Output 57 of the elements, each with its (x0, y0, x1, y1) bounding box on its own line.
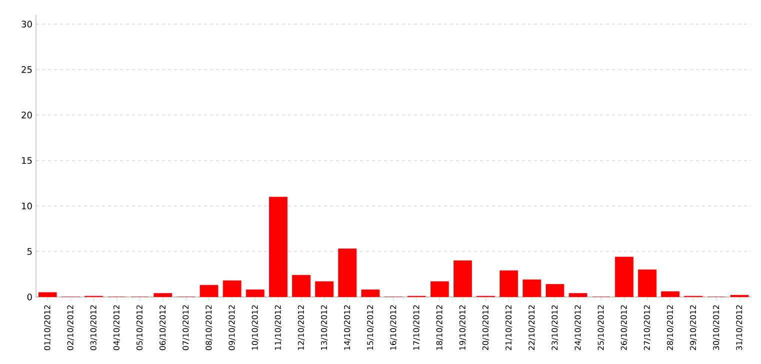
bar (222, 280, 242, 297)
x-tick-label: 04/10/2012 (113, 305, 120, 350)
x-tick-label: 01/10/2012 (44, 305, 51, 350)
x-tick-label: 03/10/2012 (90, 305, 98, 350)
x-tick-label: 22/10/2012 (528, 305, 536, 350)
bar (154, 293, 172, 297)
x-tick-label: 31/10/2012 (736, 305, 743, 350)
x-tick-label: 02/10/2012 (67, 305, 74, 350)
y-tick-label: 10 (22, 202, 32, 210)
x-tick-label: 26/10/2012 (620, 305, 628, 350)
bar (638, 270, 656, 297)
bar (661, 291, 680, 297)
bar (200, 284, 218, 297)
x-tick-label: 12/10/2012 (298, 305, 305, 350)
x-tick-label: 21/10/2012 (505, 305, 512, 350)
y-tick-label: 20 (22, 112, 32, 118)
x-tick-label: 08/10/2012 (206, 305, 212, 350)
x-tick-label: 24/10/2012 (574, 305, 582, 350)
x-tick-label: 05/10/2012 (136, 305, 144, 350)
bar (614, 256, 634, 297)
y-tick-label: 5 (27, 248, 32, 255)
x-tick-label: 14/10/2012 (344, 305, 351, 350)
x-tick-label: 16/10/2012 (390, 305, 397, 350)
bar (522, 280, 542, 297)
bar (500, 270, 518, 297)
y-tick-label: 0 (27, 294, 32, 300)
x-tick-label: 30/10/2012 (713, 305, 720, 350)
x-tick-label: 27/10/2012 (644, 305, 651, 350)
bar (292, 274, 310, 297)
bar (38, 292, 57, 297)
x-tick-label: 28/10/2012 (666, 305, 674, 350)
x-tick-label: 13/10/2012 (320, 305, 328, 350)
x-tick-label: 19/10/2012 (459, 305, 466, 350)
x-tick-label: 10/10/2012 (252, 305, 258, 350)
bar (338, 248, 357, 297)
bar (315, 281, 334, 297)
y-tick-label: 30 (22, 20, 32, 28)
y-tick-label: 15 (22, 157, 32, 164)
x-tick-label: 07/10/2012 (182, 305, 190, 350)
x-tick-label: 23/10/2012 (552, 305, 558, 350)
x-tick-label: 20/10/2012 (482, 305, 490, 350)
bar (268, 196, 288, 297)
x-tick-label: 09/10/2012 (228, 305, 236, 350)
bar (246, 290, 264, 297)
bar (430, 281, 449, 297)
y-tick-label: 25 (22, 66, 32, 73)
x-tick-label: 06/10/2012 (160, 305, 166, 350)
x-tick-label: 25/10/2012 (598, 305, 604, 350)
x-tick-label: 15/10/2012 (367, 305, 374, 350)
x-tick-label: 18/10/2012 (436, 305, 443, 350)
bar (453, 260, 472, 297)
bar (568, 293, 588, 297)
bar (361, 290, 380, 297)
bar (546, 284, 564, 297)
x-tick-label: 11/10/2012 (274, 305, 282, 350)
x-tick-label: 29/10/2012 (690, 305, 697, 350)
x-tick-label: 17/10/2012 (413, 305, 420, 350)
